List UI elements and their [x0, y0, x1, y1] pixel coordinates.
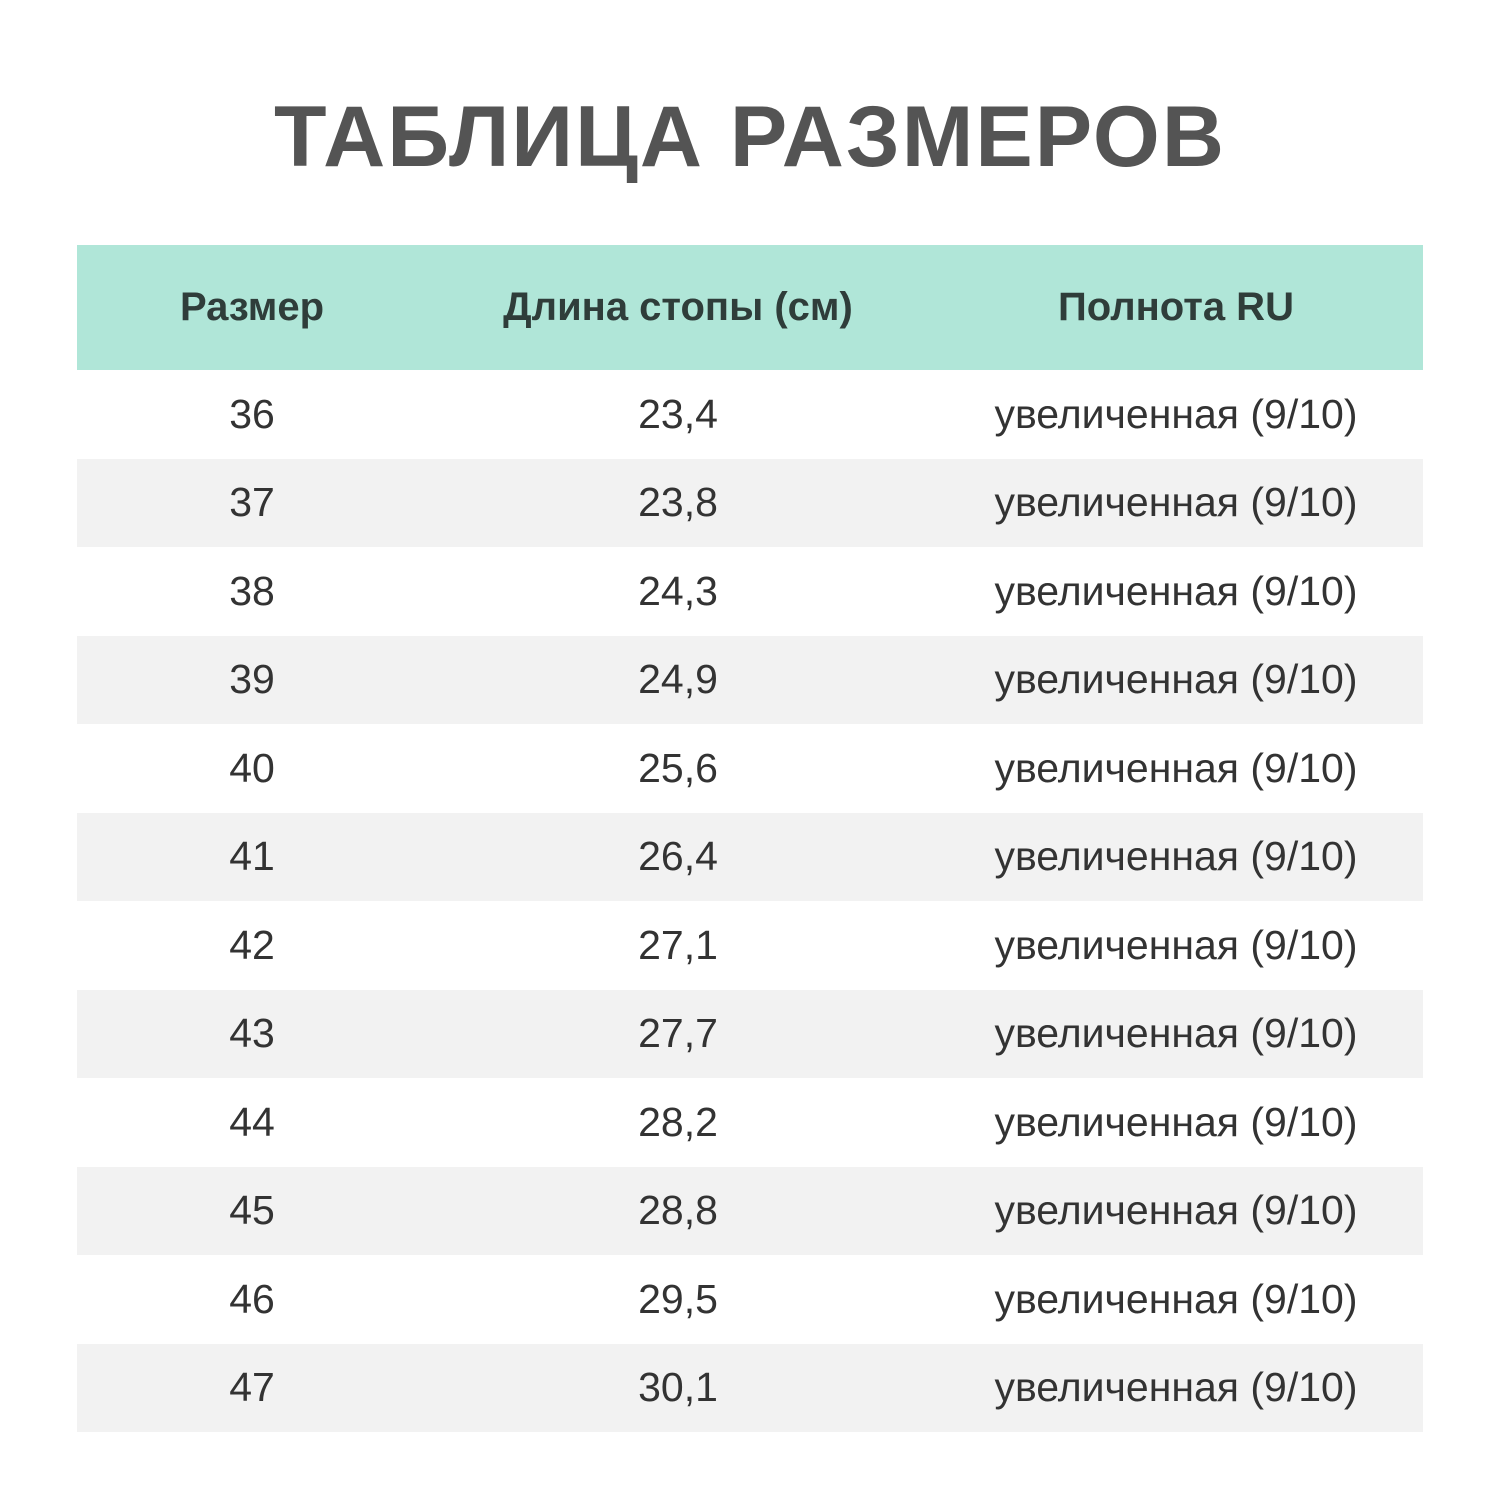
header-fullness: Полнота RU [1058, 285, 1294, 329]
size-cell: 38 [229, 567, 275, 614]
fullness-cell: увеличенная (9/10) [994, 1187, 1358, 1234]
size-cell: 45 [229, 1187, 275, 1234]
fullness-cell: увеличенная (9/10) [994, 479, 1358, 526]
header-foot-length: Длина стопы (см) [503, 285, 853, 329]
table-row: 38 24,3 увеличенная (9/10) [77, 547, 1423, 636]
fullness-cell: увеличенная (9/10) [994, 1364, 1358, 1411]
fullness-cell: увеличенная (9/10) [994, 1010, 1358, 1057]
size-cell: 42 [229, 921, 275, 968]
table-row: 42 27,1 увеличенная (9/10) [77, 901, 1423, 990]
fullness-cell: увеличенная (9/10) [994, 833, 1358, 880]
header-size: Размер [179, 285, 325, 329]
foot-length-cell: 24,9 [638, 656, 718, 703]
fullness-cell: увеличенная (9/10) [994, 656, 1358, 703]
foot-length-cell: 28,2 [638, 1098, 718, 1145]
foot-length-cell: 23,8 [638, 479, 718, 526]
size-cell: 47 [229, 1364, 275, 1411]
table-row: 43 27,7 увеличенная (9/10) [77, 989, 1423, 1078]
size-cell: 37 [229, 479, 275, 526]
fullness-cell: увеличенная (9/10) [994, 390, 1358, 437]
size-cell: 41 [229, 833, 275, 880]
table-row: 45 28,8 увеличенная (9/10) [77, 1166, 1423, 1255]
fullness-cell: увеличенная (9/10) [994, 1098, 1358, 1145]
foot-length-cell: 30,1 [638, 1364, 718, 1411]
size-cell: 43 [229, 1010, 275, 1057]
table-header: Размер Длина стопы (см) Полнота RU [77, 245, 1423, 370]
foot-length-cell: 23,4 [638, 390, 718, 437]
size-table: Размер Длина стопы (см) Полнота RU 36 23,… [77, 245, 1423, 1432]
size-cell: 44 [229, 1098, 275, 1145]
table-row: 46 29,5 увеличенная (9/10) [77, 1255, 1423, 1344]
foot-length-cell: 26,4 [638, 833, 718, 880]
size-cell: 40 [229, 744, 275, 791]
fullness-cell: увеличенная (9/10) [994, 1275, 1358, 1322]
size-cell: 36 [229, 390, 275, 437]
foot-length-cell: 28,8 [638, 1187, 718, 1234]
fullness-cell: увеличенная (9/10) [994, 567, 1358, 614]
foot-length-cell: 25,6 [638, 744, 718, 791]
size-cell: 46 [229, 1275, 275, 1322]
foot-length-cell: 27,1 [638, 921, 718, 968]
page-title: ТАБЛИЦА РАЗМЕРОВ [274, 89, 1226, 185]
fullness-cell: увеличенная (9/10) [994, 744, 1358, 791]
foot-length-cell: 24,3 [638, 567, 718, 614]
table-row: 47 30,1 увеличенная (9/10) [77, 1343, 1423, 1432]
table-row: 39 24,9 увеличенная (9/10) [77, 635, 1423, 724]
table-row: 44 28,2 увеличенная (9/10) [77, 1078, 1423, 1167]
foot-length-cell: 27,7 [638, 1010, 718, 1057]
fullness-cell: увеличенная (9/10) [994, 921, 1358, 968]
foot-length-cell: 29,5 [638, 1275, 718, 1322]
size-cell: 39 [229, 656, 275, 703]
table-row: 41 26,4 увеличенная (9/10) [77, 812, 1423, 901]
table-row: 40 25,6 увеличенная (9/10) [77, 724, 1423, 813]
table-row: 37 23,8 увеличенная (9/10) [77, 458, 1423, 547]
table-row: 36 23,4 увеличенная (9/10) [77, 370, 1423, 459]
